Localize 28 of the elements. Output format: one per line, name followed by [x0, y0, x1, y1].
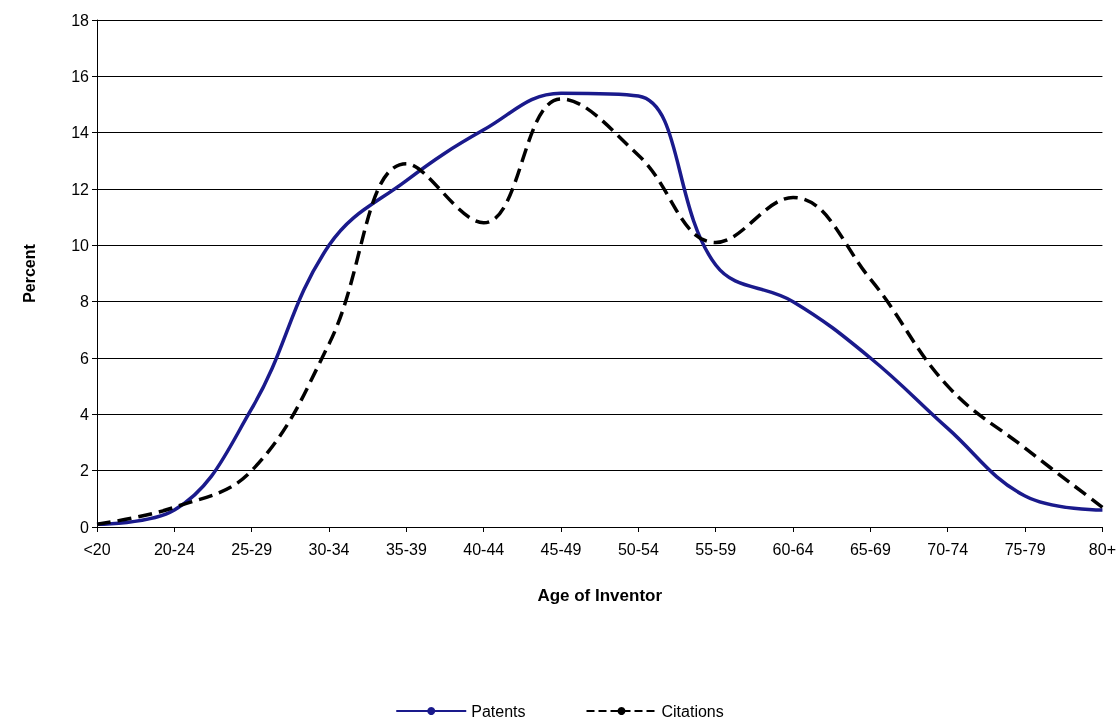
y-axis-title: Percent [20, 243, 38, 303]
x-tick-label: 50-54 [617, 540, 659, 558]
y-tick-label: 16 [71, 67, 90, 85]
y-tick-label: 0 [80, 518, 90, 536]
x-tick-label: 25-29 [231, 540, 273, 558]
x-tick-label: 30-34 [308, 540, 350, 558]
x-axis-title: Age of Inventor [537, 586, 663, 605]
y-tick-label: 6 [80, 349, 90, 367]
y-tick-label: 8 [80, 293, 90, 311]
x-tick-label: 35-39 [385, 540, 427, 558]
legend-label: Patents [471, 702, 526, 720]
y-tick-label: 14 [71, 124, 90, 142]
legend-label: Citations [661, 702, 724, 720]
y-tick-label: 2 [80, 462, 90, 480]
y-tick-label: 4 [80, 405, 90, 423]
y-tick-label: 12 [71, 180, 90, 198]
x-tick-label: 40-44 [463, 540, 505, 558]
y-tick-label: 10 [71, 236, 90, 254]
x-tick-label: 20-24 [153, 540, 195, 558]
x-tick-label: 80+ [1088, 540, 1116, 558]
x-tick-label: 45-49 [540, 540, 582, 558]
x-tick-label: 65-69 [849, 540, 891, 558]
x-tick-label: 55-59 [695, 540, 737, 558]
x-tick-label: 60-64 [772, 540, 814, 558]
x-tick-label: <20 [83, 540, 111, 558]
x-tick-label: 75-79 [1004, 540, 1046, 558]
y-tick-label: 18 [71, 11, 90, 29]
x-tick-label: 70-74 [927, 540, 969, 558]
